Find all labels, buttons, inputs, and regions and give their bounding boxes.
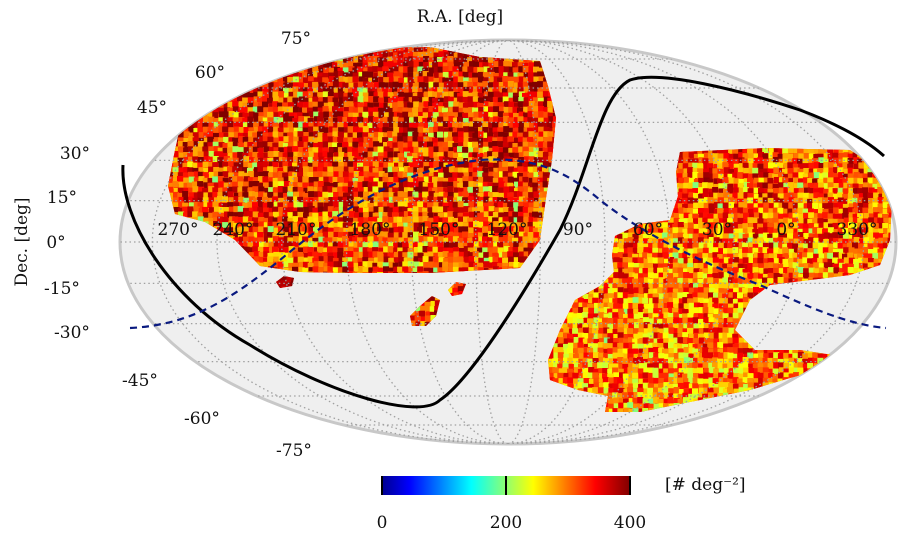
- meridian-line: [345, 40, 509, 444]
- colorbar-tick-label: 0: [377, 513, 388, 533]
- dec-tick-label: 0°: [46, 233, 65, 253]
- colorbar: 0 200 400 [# deg⁻²]: [377, 475, 746, 533]
- ra-tick-labels: 270° 240° 210° 180° 150° 120° 90° 60° 30° 0° 330°: [158, 220, 878, 240]
- ra-tick-label: 180°: [350, 220, 391, 240]
- ra-tick-label: 240°: [213, 220, 254, 240]
- dec-tick-label: -30°: [54, 323, 90, 343]
- meridian-line: [410, 40, 509, 444]
- colorbar-tick-label: 200: [490, 513, 522, 533]
- dec-tick-label: -60°: [184, 409, 220, 429]
- dec-tick-label: 30°: [60, 144, 90, 164]
- colorbar-tick-label: 400: [614, 513, 646, 533]
- ra-tick-label: 330°: [837, 220, 878, 240]
- meridian-line: [507, 40, 606, 444]
- dec-tick-label: -45°: [122, 371, 158, 391]
- ra-tick-label: 90°: [563, 220, 593, 240]
- galactic-plane-curve: [121, 75, 885, 409]
- x-axis-title: R.A. [deg]: [417, 7, 503, 27]
- meridian-line: [507, 40, 865, 444]
- meridian-line: [151, 40, 509, 444]
- coordinate-grid: [120, 40, 896, 444]
- meridian-line: [475, 40, 509, 444]
- meridian-line: [507, 40, 671, 444]
- dec-tick-label: 45°: [137, 98, 167, 118]
- colorbar-label: [# deg⁻²]: [665, 475, 746, 495]
- ra-tick-label: 120°: [487, 220, 528, 240]
- dec-tick-label: -75°: [276, 441, 312, 461]
- ra-tick-label: 30°: [702, 220, 732, 240]
- dec-tick-label: 75°: [281, 29, 311, 49]
- dec-tick-labels: 75° 60° 45° 30° 15° 0° -15° -30° -45° -60° -75°: [44, 29, 312, 461]
- y-axis-title: Dec. [deg]: [12, 197, 32, 286]
- ra-tick-label: 270°: [158, 220, 199, 240]
- dec-tick-label: 60°: [195, 63, 225, 83]
- dec-tick-label: 15°: [47, 188, 77, 208]
- ra-tick-label: 60°: [633, 220, 663, 240]
- ra-tick-label: 210°: [276, 220, 317, 240]
- ra-tick-label: 0°: [776, 220, 795, 240]
- dec-tick-label: -15°: [44, 279, 80, 299]
- meridian-line: [507, 40, 541, 444]
- ecliptic-curve: [129, 158, 887, 330]
- ra-tick-label: 150°: [419, 220, 460, 240]
